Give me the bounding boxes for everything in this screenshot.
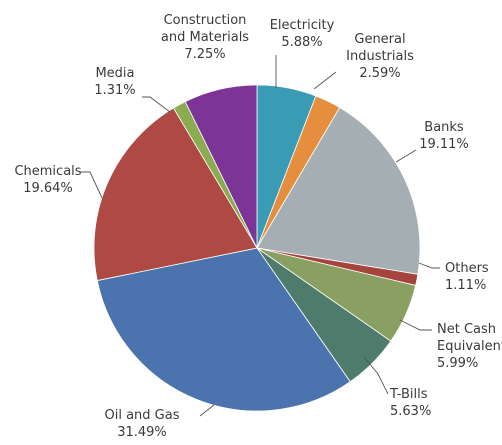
slice-label-net-cash-equivalents-line1: Net Cash — [437, 322, 496, 337]
leader-line-general-industrials — [313, 71, 337, 90]
leader-line-oil-and-gas — [199, 404, 215, 417]
slice-label-construction-and-materials-line1: Construction — [164, 13, 247, 28]
leader-line-others — [418, 262, 440, 269]
slice-value-others: 1.11% — [445, 278, 486, 293]
leader-lines-layer — [80, 55, 440, 417]
leader-line-media — [142, 96, 171, 113]
slice-label-general-industrials-line2: Industrials — [346, 49, 414, 64]
pie-slice-oil-and-gas — [96, 247, 351, 412]
slice-label-chemicals: Chemicals — [14, 164, 81, 179]
slice-value-general-industrials: 2.59% — [359, 66, 400, 81]
leader-line-banks — [395, 149, 417, 163]
leader-line-chemicals — [80, 171, 103, 199]
slice-label-general-industrials-line1: General — [354, 32, 405, 47]
slices-layer — [93, 84, 421, 412]
slice-label-t-bills: T-Bills — [389, 387, 428, 402]
slice-value-media: 1.31% — [94, 83, 135, 98]
slice-label-media: Media — [95, 66, 134, 81]
slice-label-construction-and-materials-line2: and Materials — [161, 30, 249, 45]
slice-value-construction-and-materials: 7.25% — [184, 47, 225, 62]
slice-label-electricity: Electricity — [270, 18, 335, 33]
slice-label-net-cash-equivalents-line2: Equivalents — [437, 339, 502, 354]
slice-value-electricity: 5.88% — [281, 35, 322, 50]
pie-slice-chemicals — [93, 107, 258, 282]
leader-line-t-bills — [363, 356, 389, 395]
slice-value-t-bills: 5.63% — [390, 404, 431, 419]
slice-label-banks: Banks — [424, 120, 464, 135]
slice-value-chemicals: 19.64% — [23, 181, 73, 196]
pie-slice-construction-and-materials — [184, 84, 258, 249]
labels-layer: Electricity 5.88% General Industrials 2.59% B… — [14, 13, 502, 440]
leader-line-net-cash-equivalents — [399, 319, 432, 331]
slice-value-net-cash-equivalents: 5.99% — [437, 356, 478, 371]
slice-value-banks: 19.11% — [419, 137, 469, 152]
pie-slice-banks — [256, 106, 421, 275]
slice-value-oil-and-gas: 31.49% — [117, 425, 167, 440]
slice-label-oil-and-gas: Oil and Gas — [105, 408, 180, 423]
slice-label-others: Others — [445, 261, 489, 276]
